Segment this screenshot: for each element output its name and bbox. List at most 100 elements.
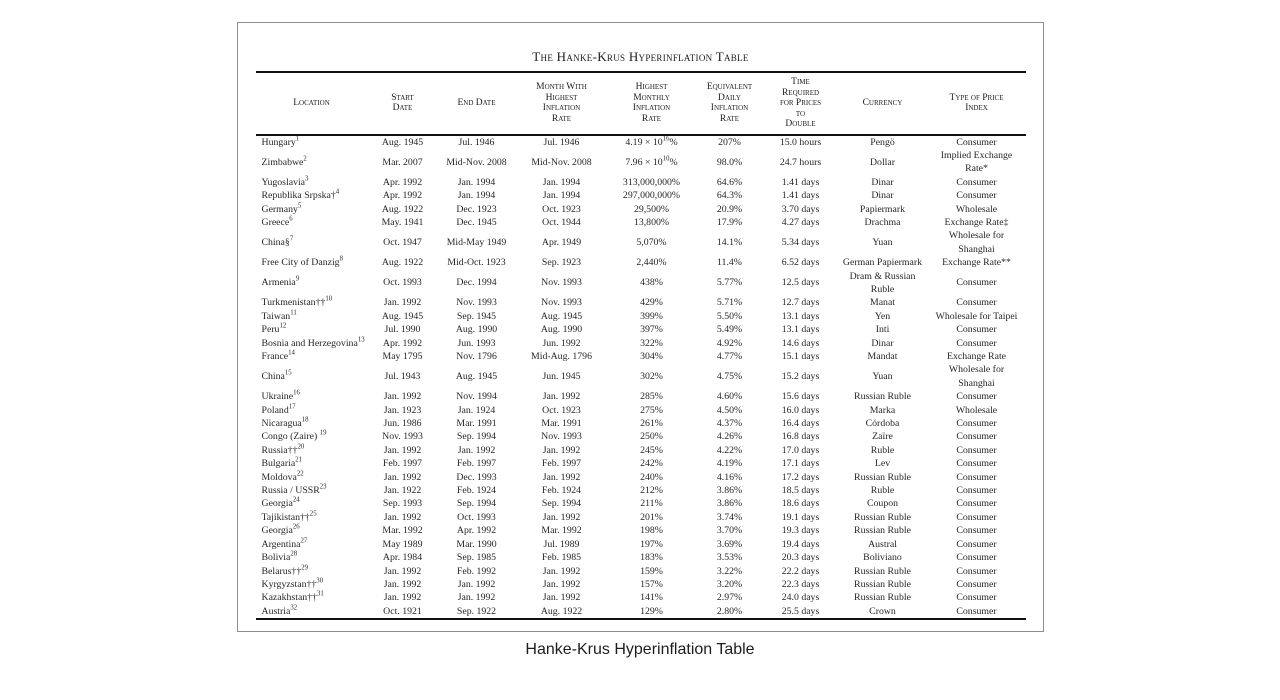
cell-highest-monthly: 322%	[640, 337, 663, 349]
table-row: Argentina27 May 1989 Mar. 1990 Jul. 1989 197…	[256, 538, 1026, 551]
table-row: Zimbabwe2 Mar. 2007 Mid-Nov. 2008 Mid-Nov. …	[256, 149, 1026, 176]
column-header-time-to-double: Time Required for Prices to Double	[763, 71, 838, 136]
cell-month-highest: Mid-Nov. 2008	[531, 156, 592, 168]
footnote-marker: 6	[289, 215, 293, 223]
cell-start-date: Apr. 1992	[382, 190, 423, 202]
footnote-marker: 13	[357, 336, 365, 344]
table-row: Poland17 Jan. 1923 Jan. 1924 Oct. 1923 275% 4…	[256, 403, 1026, 417]
table-row: Austria32 Oct. 1921 Sep. 1922 Aug. 1922 129%…	[255, 604, 1026, 621]
cell-time-to-double: 17.2 days	[781, 471, 820, 483]
cell-price-index: Consumer	[927, 604, 1026, 621]
cell-highest-monthly: 13,800%	[633, 216, 670, 228]
cell-location: Austria32	[255, 605, 368, 621]
cell-currency: Ruble	[870, 444, 895, 456]
cell-month-highest: Jan. 1994	[542, 190, 581, 202]
cell-start-date: Mar. 2007	[382, 156, 423, 168]
footnote-marker: 29	[301, 564, 309, 572]
table-row: Armenia9 Oct. 1993 Dec. 1994 Nov. 1993 438% 5…	[256, 270, 1026, 297]
cell-highest-monthly: 275%	[640, 404, 663, 416]
cell-highest-monthly: 198%	[640, 525, 663, 537]
cell-equivalent-daily: 3.69%	[716, 538, 743, 550]
cell-price-index: Consumer	[956, 471, 997, 483]
cell-end-date: Dec. 1923	[456, 203, 497, 215]
cell-currency: Drachma	[864, 216, 901, 228]
cell-currency: Dram & Russian Ruble	[849, 270, 916, 295]
cell-equivalent-daily: 20.9%	[716, 203, 743, 215]
cell-end-date: Sep. 1994	[456, 431, 497, 443]
cell-start-date: Aug. 1945	[381, 136, 424, 148]
footnote-marker: 31	[317, 591, 324, 599]
cell-month-highest: Jan. 1992	[542, 511, 581, 523]
cell-time-to-double: 12.7 days	[781, 297, 820, 309]
cell-start-date: May. 1941	[381, 216, 424, 228]
cell-month-highest: Feb. 1997	[541, 458, 582, 470]
cell-highest-monthly: 197%	[640, 538, 663, 550]
cell-month-highest: Aug. 1990	[540, 324, 583, 336]
cell-equivalent-daily: 4.60%	[716, 391, 743, 403]
header-row: Location Start Date End Date Month With Hig…	[255, 71, 1026, 136]
cell-location: Hungary1	[261, 135, 300, 148]
cell-highest-monthly: 5,070%	[636, 237, 667, 249]
cell-price-index: Consumer	[956, 297, 997, 309]
cell-price-index: Consumer	[956, 592, 997, 604]
cell-location: Georgia24	[261, 497, 300, 510]
footnote-marker: 10	[325, 296, 333, 304]
cell-month-highest: Jan. 1992	[542, 592, 581, 604]
footnote-marker: 5	[297, 202, 302, 210]
cell-end-date: Aug. 1990	[455, 324, 498, 336]
cell-equivalent-daily: 3.70%	[716, 525, 743, 537]
cell-location: Poland17	[261, 403, 296, 416]
cell-highest-monthly: 212%	[640, 485, 663, 497]
cell-price-index: Consumer	[956, 511, 997, 523]
cell-currency: Russian Ruble	[854, 511, 911, 523]
cell-highest-monthly: 141%	[640, 592, 663, 604]
cell-highest-monthly: 304%	[640, 351, 663, 362]
cell-highest-monthly: 4.19 × 1016%	[625, 135, 678, 148]
cell-price-index: Wholesale for Shanghai	[948, 364, 1005, 389]
cell-highest-monthly: 211%	[640, 498, 663, 510]
cell-currency: Córdoba	[865, 418, 900, 430]
cell-end-date: Jun. 1993	[457, 337, 496, 349]
cell-month-highest: Oct. 1944	[542, 216, 581, 228]
footnote-marker: 18	[301, 416, 309, 424]
cell-highest-monthly: 397%	[640, 324, 663, 336]
cell-end-date: Sep. 1994	[456, 498, 497, 510]
cell-price-index: Consumer	[956, 431, 997, 443]
table-row: Belarus††29 Jan. 1992 Feb. 1992 Jan. 1992 15…	[256, 564, 1026, 578]
footnote-marker: 25	[309, 510, 317, 518]
cell-start-date: May 1989	[382, 538, 423, 550]
hyperinflation-table: Location Start Date End Date Month With Hig…	[255, 71, 1026, 621]
footnote-marker: 22	[296, 470, 304, 478]
cell-time-to-double: 15.1 days	[781, 351, 820, 362]
cell-end-date: Mid-May 1949	[446, 237, 507, 249]
cell-equivalent-daily: 4.16%	[716, 471, 743, 483]
cell-equivalent-daily: 5.49%	[716, 324, 743, 336]
cell-equivalent-daily: 4.19%	[716, 458, 743, 470]
cell-location: Republika Srpska†4	[261, 188, 340, 202]
footnote-marker: 30	[316, 577, 324, 585]
footnote-marker: 12	[279, 322, 287, 330]
table-row: Yugoslavia3 Apr. 1992 Jan. 1994 Jan. 1994 31…	[256, 176, 1026, 189]
footnote-marker: 17	[288, 403, 296, 411]
table-row: Greece6 May. 1941 Dec. 1945 Oct. 1944 13,800…	[256, 216, 1026, 229]
cell-start-date: Jan. 1992	[383, 592, 422, 604]
cell-start-date: Mar. 1992	[382, 525, 423, 537]
table-row: France14 May 1795 Nov. 1796 Mid-Aug. 1796 30…	[256, 350, 1026, 363]
column-header-start-date: Start Date	[367, 71, 438, 136]
cell-start-date: Jul. 1990	[384, 324, 421, 336]
cell-time-to-double: 6.52 days	[781, 257, 820, 269]
cell-start-date: Nov. 1993	[382, 431, 423, 443]
table-row: Russia / USSR23 Jan. 1922 Feb. 1924 Feb. 19…	[256, 484, 1026, 497]
cell-currency: Ruble	[870, 485, 895, 497]
cell-highest-monthly: 399%	[640, 310, 663, 322]
cell-location: Congo (Zaire) 19	[261, 430, 327, 443]
cell-price-index: Wholesale for Shanghai	[948, 230, 1005, 255]
cell-equivalent-daily: 4.92%	[716, 337, 743, 349]
cell-equivalent-daily: 4.22%	[716, 444, 743, 456]
cell-highest-monthly: 438%	[640, 277, 663, 289]
cell-month-highest: Mar. 1992	[541, 525, 582, 537]
cell-price-index: Consumer	[956, 578, 997, 590]
cell-equivalent-daily: 5.71%	[716, 297, 743, 309]
cell-currency: Russian Ruble	[854, 391, 911, 403]
